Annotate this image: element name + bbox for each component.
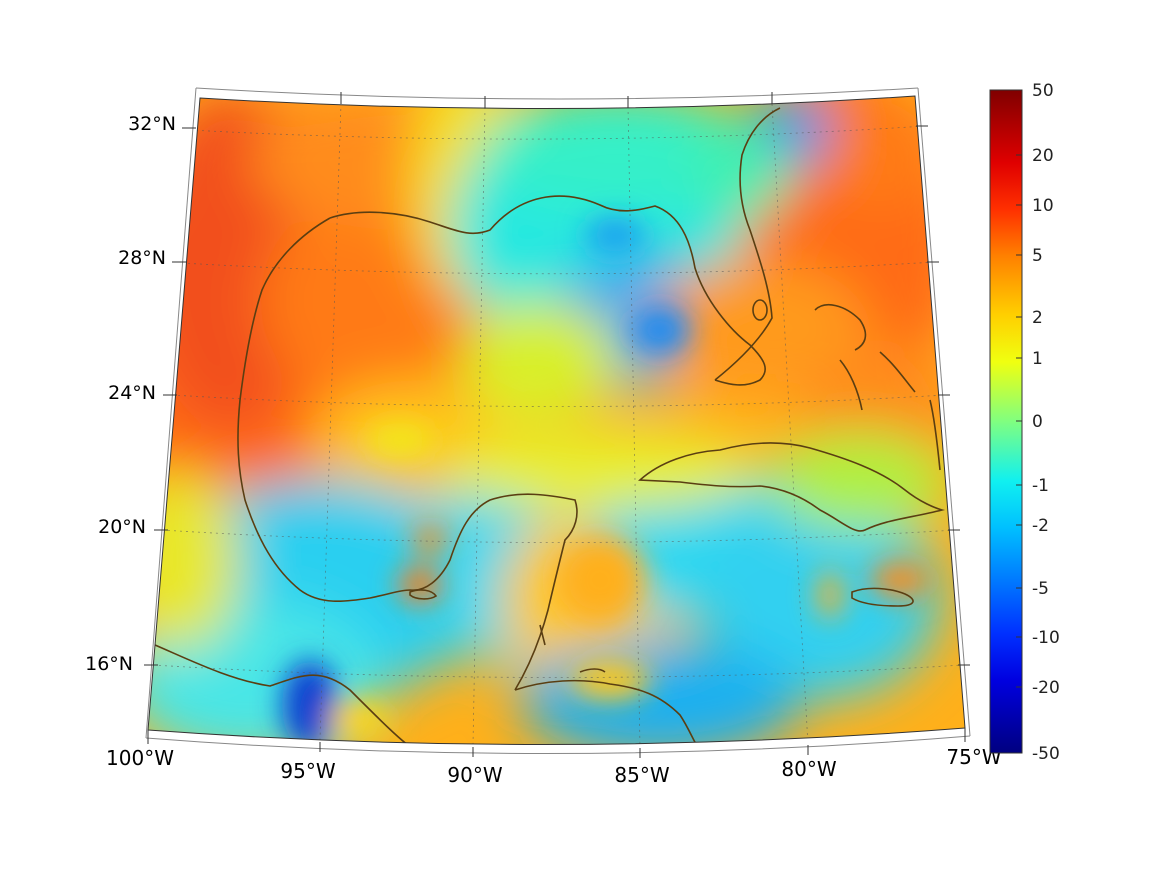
colorbar-tick-10: 10 bbox=[1032, 196, 1054, 216]
coastlines bbox=[154, 107, 946, 745]
colorbar-tick-neg10: -10 bbox=[1032, 628, 1060, 648]
frame-ticks bbox=[144, 92, 970, 758]
lon-label-85: 85°W bbox=[614, 763, 669, 787]
colorbar-tick-2: 2 bbox=[1032, 308, 1043, 328]
colorbar-tick-neg50: -50 bbox=[1032, 744, 1060, 764]
colorbar-tick-1: 1 bbox=[1032, 349, 1043, 369]
lat-label-16: 16°N bbox=[85, 653, 133, 675]
colorbar-tick-neg5: -5 bbox=[1032, 579, 1049, 599]
field-raster bbox=[148, 96, 965, 745]
colorbar-tick-neg2: -2 bbox=[1032, 516, 1049, 536]
map-frame bbox=[145, 87, 971, 755]
lon-label-80: 80°W bbox=[781, 757, 836, 781]
lon-label-90: 90°W bbox=[447, 763, 502, 787]
lon-label-100: 100°W bbox=[106, 746, 174, 770]
colorbar-tick-20: 20 bbox=[1032, 146, 1054, 166]
lat-label-28: 28°N bbox=[118, 247, 166, 269]
colorbar-tick-0: 0 bbox=[1032, 412, 1043, 432]
graticule bbox=[152, 102, 964, 745]
colorbar: 50 20 10 5 2 1 0 -1 -2 -5 -10 -20 -50 bbox=[989, 81, 1060, 764]
colorbar-tick-5: 5 bbox=[1032, 246, 1043, 266]
lat-label-20: 20°N bbox=[98, 516, 146, 538]
lon-label-95: 95°W bbox=[280, 759, 335, 783]
lat-label-24: 24°N bbox=[108, 382, 156, 404]
colorbar-tick-neg1: -1 bbox=[1032, 476, 1049, 496]
colorbar-tick-50: 50 bbox=[1032, 81, 1054, 101]
colorbar-tick-neg20: -20 bbox=[1032, 678, 1060, 698]
lat-label-32: 32°N bbox=[128, 113, 176, 135]
